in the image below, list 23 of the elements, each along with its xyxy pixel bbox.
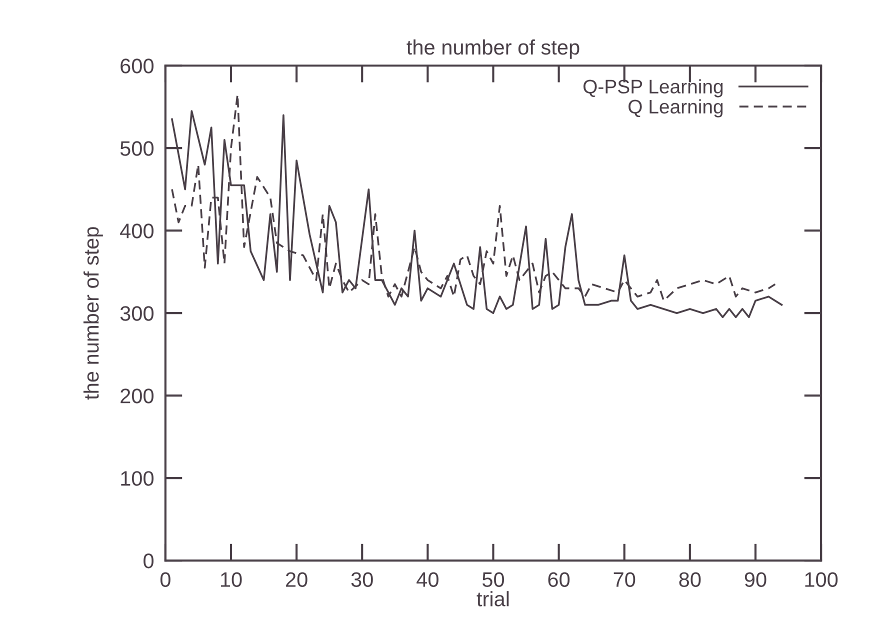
y-tick-label: 400 — [120, 224, 154, 238]
x-tick-label: 80 — [679, 572, 701, 587]
x-tick-label: 60 — [548, 572, 570, 587]
x-tick-label: 10 — [221, 572, 242, 587]
x-tick-label: 20 — [286, 572, 308, 587]
y-tick-label: 300 — [120, 306, 154, 321]
y-axis-title: the number of step — [83, 227, 103, 400]
x-tick-label: 30 — [351, 572, 373, 587]
legend-label: Q-PSP Learning — [583, 79, 723, 98]
x-axis-title: trial — [476, 591, 509, 606]
x-tick-label: 0 — [160, 572, 170, 587]
x-tick-label: 70 — [614, 572, 636, 587]
y-tick-label: 600 — [120, 58, 154, 74]
x-tick-label: 40 — [416, 572, 438, 587]
legend-label: Q Learning — [628, 99, 723, 118]
x-tick-label: 100 — [805, 572, 838, 587]
chart-title: the number of step — [406, 39, 580, 59]
y-tick-label: 500 — [120, 141, 154, 156]
x-tick-label: 90 — [744, 572, 766, 587]
y-tick-label: 0 — [144, 554, 154, 568]
y-tick-label: 200 — [120, 388, 154, 404]
y-tick-label: 100 — [121, 471, 154, 486]
x-tick-label: 50 — [482, 572, 504, 587]
